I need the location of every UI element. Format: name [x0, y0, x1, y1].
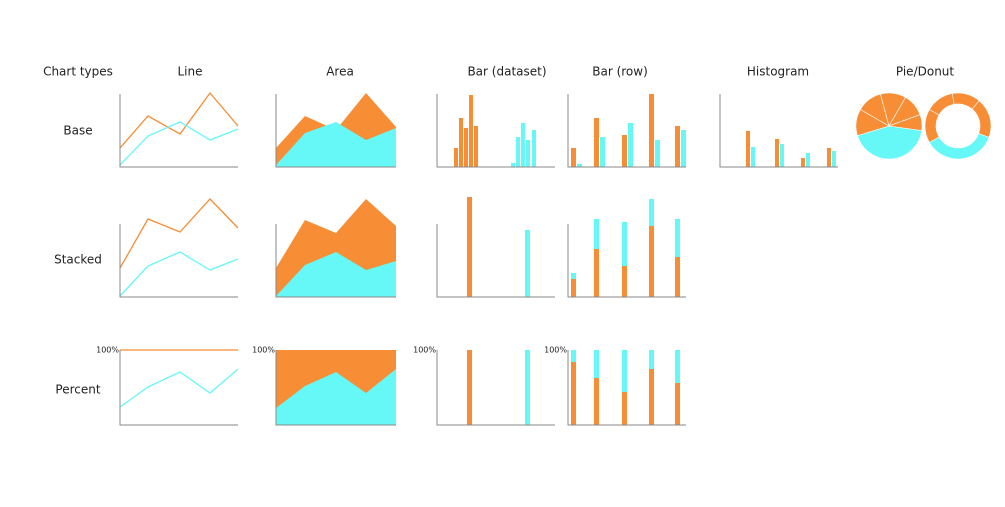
row-label: Stacked — [54, 253, 102, 267]
bar-shape — [751, 147, 755, 167]
bar-shape — [827, 148, 831, 167]
bar-shape — [675, 257, 680, 297]
column-header: Bar (dataset) — [467, 65, 546, 79]
bar-shape — [780, 144, 784, 167]
bar-shape — [594, 378, 599, 425]
line-shape — [119, 91, 239, 149]
bar-shape — [655, 140, 660, 167]
percent-label: 100% — [413, 346, 436, 355]
bar-shape — [675, 383, 680, 425]
column-header: Histogram — [747, 65, 809, 79]
bar-shape — [600, 137, 605, 167]
bar-shape — [516, 137, 520, 167]
line-shape — [119, 368, 239, 408]
bar-shape — [467, 350, 472, 425]
axis — [275, 94, 396, 168]
bar-shape — [622, 350, 627, 425]
area-shape — [276, 369, 396, 425]
bar-shape — [622, 222, 627, 297]
bar-shape — [526, 140, 530, 167]
line-shape — [119, 198, 239, 269]
percent-label: 100% — [252, 346, 275, 355]
area-shape — [276, 122, 396, 167]
bar-shape — [525, 230, 530, 297]
bar-shape — [832, 151, 836, 167]
bar-shape — [577, 164, 582, 167]
area-shape — [276, 252, 396, 297]
axis — [436, 224, 555, 298]
bar-shape — [649, 226, 654, 297]
axis — [567, 94, 686, 168]
row-label: Base — [63, 124, 92, 138]
bar-shape — [801, 158, 805, 167]
bar-shape — [649, 369, 654, 425]
corner-label: Chart types — [43, 65, 113, 79]
axis — [275, 224, 396, 298]
bar-shape — [649, 94, 654, 167]
bar-shape — [474, 126, 478, 167]
bar-shape — [464, 128, 468, 167]
bar-shape — [806, 153, 810, 167]
axis — [275, 350, 396, 426]
bar-shape — [525, 350, 530, 425]
bar-shape — [746, 131, 750, 167]
bar-shape — [622, 135, 627, 167]
axis — [436, 94, 555, 168]
pie-slice — [888, 114, 923, 131]
bar-shape — [571, 362, 576, 425]
bar-shape — [775, 139, 779, 167]
bar-shape — [469, 95, 473, 167]
axis — [119, 94, 238, 168]
bar-shape — [521, 123, 525, 167]
donut-slice — [924, 109, 940, 143]
percent-label: 100% — [544, 346, 567, 355]
column-header: Pie/Donut — [896, 65, 955, 79]
axis — [119, 350, 238, 426]
bar-shape — [571, 148, 576, 167]
bar-shape — [571, 279, 576, 297]
axis — [119, 224, 238, 298]
bar-shape — [594, 249, 599, 297]
bar-shape — [454, 148, 458, 167]
bar-shape — [628, 123, 633, 167]
donut-slice — [971, 100, 992, 138]
bar-shape — [511, 163, 515, 167]
bar-shape — [681, 130, 686, 167]
row-label: Percent — [55, 383, 100, 397]
bar-shape — [622, 392, 627, 425]
pie-slice — [857, 125, 923, 160]
percent-label: 100% — [96, 346, 119, 355]
donut-slice — [929, 93, 955, 116]
column-header: Bar (row) — [592, 65, 648, 79]
bar-shape — [594, 118, 599, 167]
axis — [719, 94, 838, 168]
axis — [567, 224, 686, 298]
bar-shape — [467, 197, 472, 297]
line-shape — [119, 121, 239, 166]
axis — [436, 350, 555, 426]
column-header: Line — [177, 65, 202, 79]
line-shape — [119, 251, 239, 297]
bar-shape — [622, 266, 627, 297]
axis — [567, 350, 686, 426]
bar-shape — [459, 118, 463, 167]
bar-shape — [675, 126, 680, 167]
bar-shape — [532, 130, 536, 167]
column-header: Area — [326, 65, 354, 79]
